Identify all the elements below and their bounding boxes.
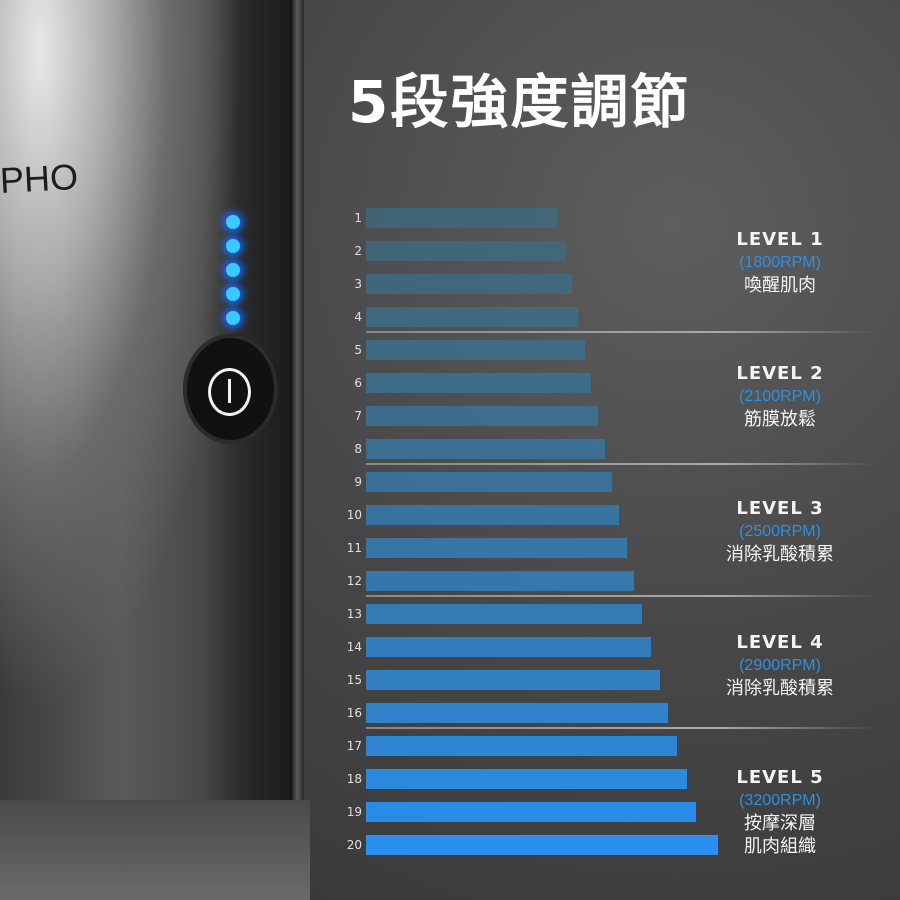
row-number: 12 <box>346 574 362 588</box>
led-dot <box>226 311 240 325</box>
intensity-bar <box>366 439 605 459</box>
level-description: 按摩深層 <box>744 813 816 834</box>
device-base <box>0 800 310 900</box>
level-rpm: (2100RPM) <box>739 388 821 405</box>
intensity-bar <box>366 670 660 690</box>
level-label-3: LEVEL 3 (2500RPM) 消除乳酸積累 <box>700 497 860 566</box>
level-name: LEVEL 1 <box>736 229 824 250</box>
level-divider <box>366 595 876 597</box>
level-description: 喚醒肌肉 <box>744 275 816 296</box>
power-icon <box>208 368 251 416</box>
led-dot <box>226 263 240 277</box>
row-number: 7 <box>354 409 362 423</box>
row-number: 15 <box>346 673 362 687</box>
intensity-bar <box>366 241 566 261</box>
intensity-bar <box>366 538 627 558</box>
level-name: LEVEL 4 <box>736 632 824 653</box>
intensity-bar <box>366 703 668 723</box>
level-label-2: LEVEL 2 (2100RPM) 筋膜放鬆 <box>700 362 860 431</box>
row-number: 19 <box>346 805 362 819</box>
led-dot <box>226 287 240 301</box>
row-number: 11 <box>346 541 362 555</box>
row-number: 16 <box>346 706 362 720</box>
level-rpm: (3200RPM) <box>739 792 821 809</box>
intensity-bar <box>366 406 598 426</box>
row-number: 1 <box>354 211 362 225</box>
brand-text: PHO <box>0 155 80 202</box>
row-number: 18 <box>346 772 362 786</box>
row-number: 9 <box>354 475 362 489</box>
row-number: 10 <box>346 508 362 522</box>
intensity-bar <box>366 307 578 327</box>
level-description: 肌肉組織 <box>744 836 816 857</box>
level-rpm: (2500RPM) <box>739 523 821 540</box>
level-label-5: LEVEL 5 (3200RPM) 按摩深層 肌肉組織 <box>700 766 860 858</box>
level-rpm: (2900RPM) <box>739 657 821 674</box>
intensity-bar <box>366 274 572 294</box>
row-number: 3 <box>354 277 362 291</box>
level-divider <box>366 727 876 729</box>
row-number: 14 <box>346 640 362 654</box>
row-number: 13 <box>346 607 362 621</box>
level-description: 消除乳酸積累 <box>726 678 834 699</box>
level-description: 消除乳酸積累 <box>726 544 834 565</box>
intensity-bar <box>366 736 677 756</box>
level-name: LEVEL 2 <box>736 363 824 384</box>
level-label-1: LEVEL 1 (1800RPM) 喚醒肌肉 <box>700 228 860 297</box>
row-number: 2 <box>354 244 362 258</box>
row-number: 20 <box>346 838 362 852</box>
led-dot <box>226 239 240 253</box>
level-rpm: (1800RPM) <box>739 254 821 271</box>
massage-gun-device <box>0 0 300 900</box>
intensity-bar <box>366 604 642 624</box>
level-divider <box>366 331 876 333</box>
intensity-bar <box>366 373 591 393</box>
page-title: 5段強度調節 <box>348 68 691 136</box>
intensity-bar <box>366 340 585 360</box>
device-edge <box>290 0 304 900</box>
row-number: 17 <box>346 739 362 753</box>
level-description: 筋膜放鬆 <box>744 409 816 430</box>
intensity-bar <box>366 505 619 525</box>
intensity-bar <box>366 802 696 822</box>
intensity-bar <box>366 571 634 591</box>
intensity-bar <box>366 769 687 789</box>
level-name: LEVEL 5 <box>736 767 824 788</box>
led-dot <box>226 215 240 229</box>
row-number: 8 <box>354 442 362 456</box>
intensity-bar <box>366 208 557 228</box>
intensity-bar <box>366 835 718 855</box>
row-number: 4 <box>354 310 362 324</box>
level-label-4: LEVEL 4 (2900RPM) 消除乳酸積累 <box>700 631 860 700</box>
intensity-bar <box>366 637 651 657</box>
row-number: 5 <box>354 343 362 357</box>
intensity-bar <box>366 472 612 492</box>
row-number: 6 <box>354 376 362 390</box>
level-divider <box>366 463 876 465</box>
level-name: LEVEL 3 <box>736 498 824 519</box>
